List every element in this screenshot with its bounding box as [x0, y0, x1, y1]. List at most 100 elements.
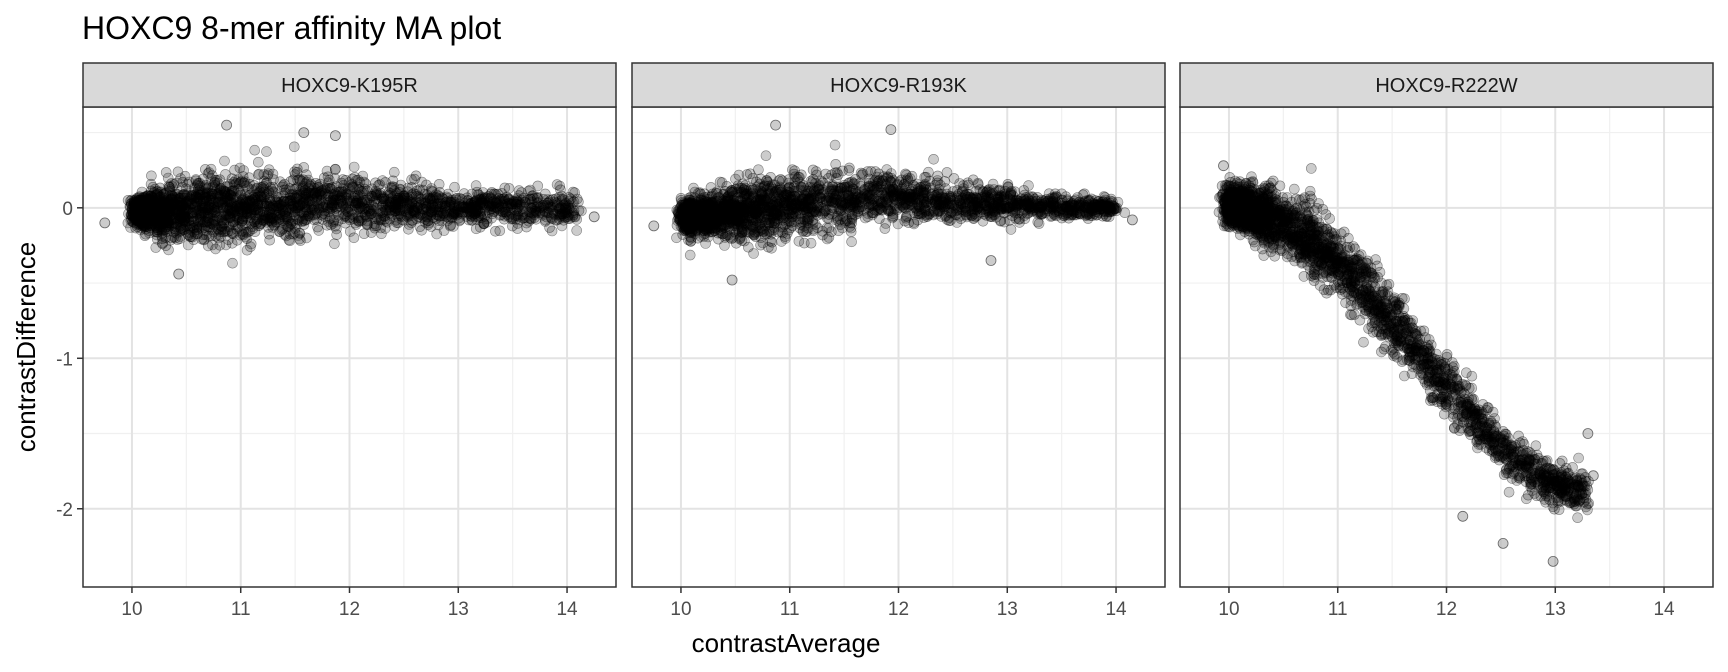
data-point: [165, 194, 177, 205]
data-point: [482, 197, 494, 209]
data-point: [235, 189, 247, 201]
data-point: [291, 192, 303, 204]
data-point: [160, 209, 171, 221]
data-point: [481, 192, 493, 204]
data-point: [311, 214, 323, 225]
data-point: [134, 201, 145, 213]
data-point: [312, 221, 323, 233]
data-point: [227, 217, 239, 228]
data-point: [484, 200, 496, 211]
data-point: [245, 197, 256, 209]
data-point: [212, 190, 224, 201]
data-point: [329, 190, 341, 201]
data-point: [129, 199, 140, 210]
data-point: [264, 196, 276, 208]
data-point: [185, 194, 196, 205]
data-point: [271, 210, 283, 221]
data-point: [160, 167, 172, 178]
data-point: [126, 214, 137, 225]
data-point: [127, 206, 139, 218]
data-point: [271, 217, 282, 228]
data-point: [260, 178, 272, 189]
data-point: [288, 189, 300, 200]
data-point: [131, 209, 143, 220]
data-point: [392, 204, 404, 215]
data-point: [128, 217, 140, 229]
y-tick-label: -1: [56, 349, 73, 370]
data-point: [415, 193, 427, 205]
data-point: [191, 191, 202, 203]
data-point: [307, 185, 318, 196]
data-point: [486, 213, 497, 224]
data-point: [274, 176, 286, 187]
data-point: [348, 195, 359, 206]
data-point: [145, 220, 156, 231]
data-point: [413, 192, 425, 203]
data-point: [317, 202, 329, 214]
data-point: [180, 221, 192, 233]
data-point: [270, 216, 282, 227]
data-point: [152, 213, 163, 225]
data-point: [154, 214, 165, 226]
data-point: [558, 206, 570, 218]
data-point: [141, 193, 153, 205]
data-point: [231, 205, 243, 217]
data-point: [160, 232, 172, 244]
data-point: [145, 190, 156, 202]
data-point: [156, 207, 168, 219]
data-point: [181, 190, 193, 202]
data-point: [312, 180, 323, 191]
data-point: [551, 179, 563, 190]
data-point: [478, 218, 489, 229]
data-point: [407, 215, 418, 226]
data-point: [213, 224, 224, 236]
data-point: [260, 206, 271, 218]
data-point: [320, 188, 331, 200]
data-point: [444, 199, 456, 211]
data-point: [140, 201, 151, 213]
data-point: [169, 205, 180, 216]
data-point: [426, 207, 437, 218]
data-point: [221, 181, 232, 192]
data-point: [554, 180, 566, 192]
data-point: [139, 208, 150, 220]
data-point: [494, 225, 506, 237]
data-point: [243, 190, 254, 201]
data-point: [254, 206, 266, 218]
data-point: [205, 218, 216, 229]
data-point: [340, 203, 352, 215]
data-point: [454, 193, 466, 204]
data-point: [136, 204, 148, 215]
data-point: [464, 202, 475, 214]
data-point: [199, 206, 210, 218]
data-point: [248, 191, 259, 203]
data-point: [136, 213, 147, 225]
data-point: [163, 207, 174, 219]
data-point: [229, 206, 240, 217]
data-point: [714, 176, 726, 188]
data-point: [241, 212, 252, 223]
data-point: [737, 178, 749, 190]
data-point: [202, 168, 214, 179]
data-point: [265, 182, 276, 193]
data-point: [147, 210, 158, 221]
data-point: [257, 183, 269, 195]
data-point: [146, 196, 158, 208]
data-point: [367, 191, 378, 202]
data-point: [404, 210, 416, 222]
data-point: [451, 193, 463, 204]
data-point: [484, 200, 495, 212]
data-point: [466, 202, 477, 213]
data-point: [138, 215, 150, 227]
data-point: [166, 193, 178, 204]
data-point: [444, 199, 455, 211]
data-point: [422, 215, 434, 226]
y-tick-label: 0: [62, 199, 73, 220]
data-point: [473, 189, 485, 201]
data-point: [310, 178, 322, 189]
data-point: [403, 202, 415, 214]
data-point: [421, 211, 433, 223]
data-point: [429, 204, 441, 216]
data-point: [227, 207, 239, 218]
